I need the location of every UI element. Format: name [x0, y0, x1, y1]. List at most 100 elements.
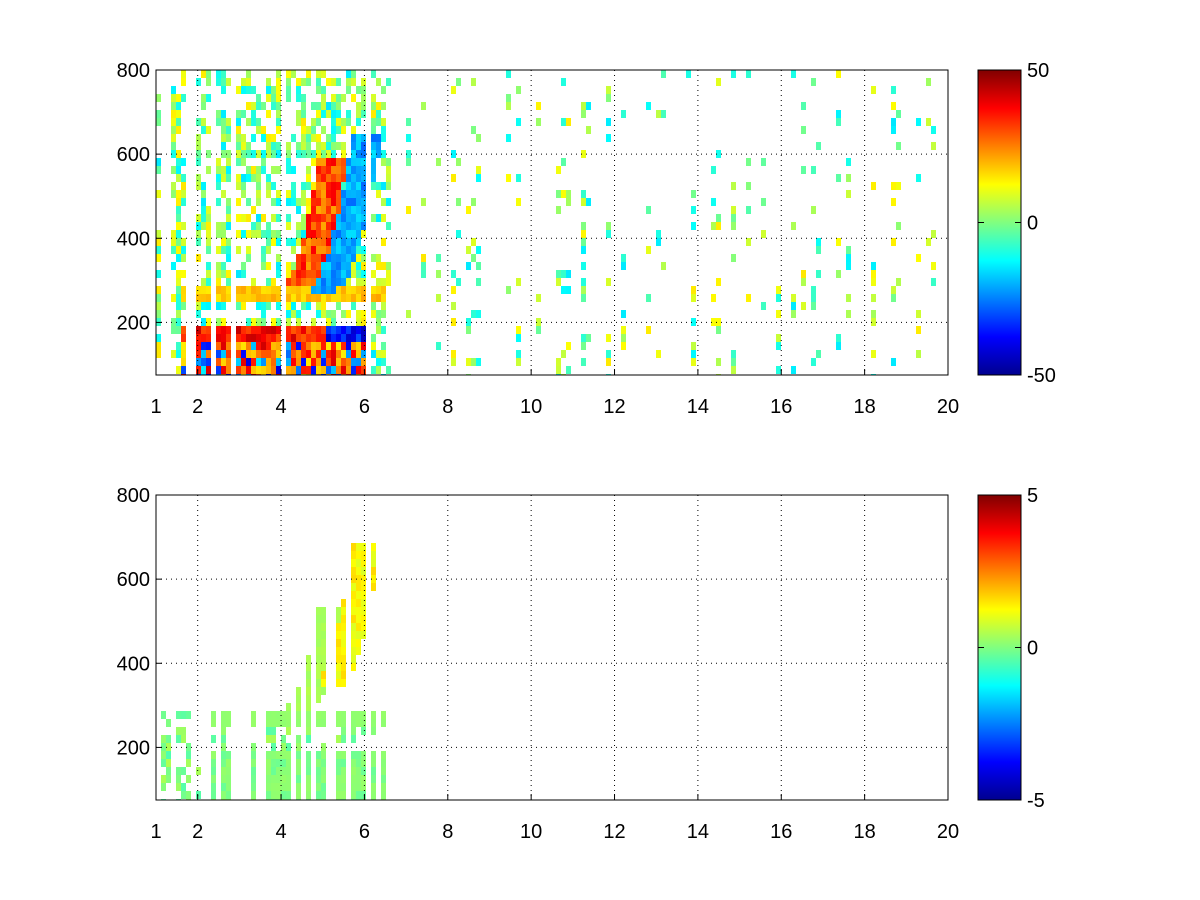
heatmap-cell	[296, 366, 301, 374]
heatmap-cell	[356, 166, 361, 174]
heatmap-cell	[331, 310, 336, 318]
heatmap-cell	[206, 222, 211, 230]
heatmap-cell	[331, 334, 336, 342]
heatmap-cell	[336, 623, 341, 631]
y-tick-label: 400	[117, 228, 150, 250]
heatmap-cell	[376, 350, 381, 358]
heatmap-cell	[356, 607, 361, 615]
heatmap-cell	[276, 326, 281, 334]
heatmap-cell	[566, 270, 571, 278]
heatmap-cell	[776, 294, 781, 302]
heatmap-cell	[171, 326, 176, 334]
heatmap-cell	[221, 150, 226, 158]
heatmap-cell	[271, 326, 276, 334]
heatmap-cell	[361, 551, 366, 559]
colorbar-2: -505	[977, 485, 1045, 812]
heatmap-cell	[291, 190, 296, 198]
heatmap-cell	[316, 358, 321, 366]
heatmap-cell	[336, 342, 341, 350]
heatmap-cell	[351, 663, 356, 671]
heatmap-cell	[251, 767, 256, 775]
heatmap-cell	[316, 791, 321, 799]
heatmap-cell	[216, 358, 221, 366]
heatmap-cell	[316, 783, 321, 791]
heatmap-cell	[371, 270, 376, 278]
y-tick-label: 400	[117, 653, 150, 675]
heatmap-cell	[656, 238, 661, 246]
heatmap-cell	[171, 294, 176, 302]
heatmap-cell	[371, 126, 376, 134]
heatmap-cell	[306, 142, 311, 150]
heatmap-cell	[286, 743, 291, 751]
heatmap-cell	[586, 334, 591, 342]
heatmap-cell	[326, 326, 331, 334]
heatmap-cell	[291, 342, 296, 350]
heatmap-cell	[296, 294, 301, 302]
heatmap-cell	[731, 214, 736, 222]
heatmap-cell	[421, 270, 426, 278]
heatmap-cell	[776, 310, 781, 318]
heatmap-cell	[261, 254, 266, 262]
heatmap-cell	[206, 126, 211, 134]
heatmap-cell	[181, 222, 186, 230]
heatmap-cell	[336, 182, 341, 190]
x-tick-label: 18	[854, 396, 876, 418]
heatmap-cell	[746, 294, 751, 302]
heatmap-cell	[336, 230, 341, 238]
heatmap-cell	[336, 294, 341, 302]
heatmap-cell	[286, 94, 291, 102]
heatmap-cell	[566, 190, 571, 198]
heatmap-cell	[351, 719, 356, 727]
heatmap-cell	[266, 222, 271, 230]
heatmap-cell	[321, 639, 326, 647]
heatmap-cell	[336, 238, 341, 246]
heatmap-cell	[226, 775, 231, 783]
heatmap-cell	[266, 230, 271, 238]
heatmap-cell	[581, 342, 586, 350]
heatmap-cell	[776, 366, 781, 374]
heatmap-cell	[346, 182, 351, 190]
heatmap-cell	[291, 358, 296, 366]
heatmap-cell	[316, 238, 321, 246]
heatmap-cell	[181, 78, 186, 86]
heatmap-cell	[356, 222, 361, 230]
heatmap-cell	[306, 206, 311, 214]
heatmap-cell	[316, 751, 321, 759]
grid-2	[156, 495, 948, 800]
heatmap-cell	[171, 102, 176, 110]
colorbar-gradient-1	[977, 69, 1022, 376]
heatmap-cell	[291, 246, 296, 254]
heatmap-cell	[336, 222, 341, 230]
heatmap-cell	[291, 294, 296, 302]
heatmap-cell	[271, 342, 276, 350]
heatmap-cell	[226, 286, 231, 294]
heatmap-cell	[506, 174, 511, 182]
heatmap-cell	[356, 639, 361, 647]
heatmap-cell	[156, 270, 161, 278]
heatmap-cell	[196, 358, 201, 366]
heatmap-cell	[266, 238, 271, 246]
heatmap-cell	[356, 102, 361, 110]
heatmap-cell	[331, 126, 336, 134]
heatmap-cell	[761, 302, 766, 310]
heatmap-cell	[291, 262, 296, 270]
heatmap-cell	[341, 326, 346, 334]
heatmap-cell	[361, 783, 366, 791]
heatmap-cell	[266, 751, 271, 759]
heatmap-cell	[321, 663, 326, 671]
heatmap-cell	[281, 775, 286, 783]
heatmap-cell	[206, 150, 211, 158]
heatmap-cell	[306, 751, 311, 759]
heatmap-cell	[206, 238, 211, 246]
heatmap-cell	[386, 262, 391, 270]
heatmap-cell	[316, 350, 321, 358]
heatmap-cell	[226, 78, 231, 86]
heatmap-cell	[181, 791, 186, 799]
heatmap-cell	[281, 751, 286, 759]
heatmap-cell	[301, 294, 306, 302]
heatmap-cell	[256, 126, 261, 134]
heatmap-cell	[361, 711, 366, 719]
heatmap-cell	[301, 142, 306, 150]
heatmap-cell	[356, 543, 361, 551]
heatmap-cell	[931, 142, 936, 150]
